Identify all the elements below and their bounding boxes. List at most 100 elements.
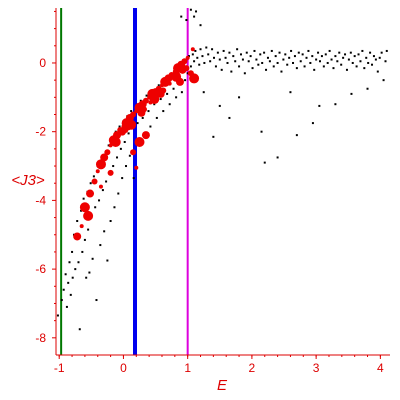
data-point xyxy=(185,19,188,22)
data-point xyxy=(334,103,337,106)
data-point xyxy=(311,122,314,125)
data-point xyxy=(295,134,298,137)
data-point xyxy=(315,58,318,61)
y-tick-label: -2 xyxy=(35,125,46,139)
y-tick-label: -6 xyxy=(35,262,46,276)
data-point xyxy=(280,70,283,73)
data-point xyxy=(195,10,198,13)
data-point xyxy=(128,154,131,157)
data-point xyxy=(145,94,148,97)
data-point xyxy=(168,103,171,106)
data-point xyxy=(303,65,306,68)
data-point xyxy=(363,67,366,70)
data-point xyxy=(357,53,360,56)
data-point xyxy=(172,87,175,90)
data-point xyxy=(284,53,287,56)
x-tick-label: 4 xyxy=(377,361,384,375)
data-point xyxy=(162,110,165,113)
data-point xyxy=(159,98,162,101)
data-point xyxy=(265,68,268,71)
data-point xyxy=(86,189,95,198)
data-point xyxy=(76,220,79,223)
data-point xyxy=(166,92,169,95)
data-point xyxy=(98,199,101,202)
data-point xyxy=(87,228,90,231)
data-point xyxy=(160,87,167,94)
data-point xyxy=(83,210,94,221)
data-point xyxy=(153,103,156,106)
data-point xyxy=(175,96,178,99)
data-point xyxy=(80,209,83,212)
data-point xyxy=(238,65,241,68)
data-point xyxy=(353,55,356,58)
data-point xyxy=(141,131,150,140)
data-point xyxy=(238,96,241,99)
data-point xyxy=(236,48,239,51)
data-point xyxy=(116,156,119,159)
data-point xyxy=(95,159,106,170)
data-point xyxy=(91,257,94,260)
data-point xyxy=(101,189,104,192)
x-tick-label: 3 xyxy=(313,361,320,375)
data-point xyxy=(193,60,196,63)
data-point xyxy=(181,58,188,65)
axes xyxy=(52,8,390,359)
data-point xyxy=(369,51,372,54)
data-point xyxy=(147,110,150,113)
data-point xyxy=(234,60,237,63)
data-point xyxy=(274,55,277,58)
data-point xyxy=(289,91,292,94)
data-point xyxy=(278,51,281,54)
data-point xyxy=(324,53,327,56)
data-point xyxy=(81,250,84,253)
data-point xyxy=(194,49,197,52)
data-point xyxy=(65,305,68,308)
data-point xyxy=(257,63,260,66)
data-point xyxy=(67,281,70,284)
data-point xyxy=(183,65,190,72)
data-point xyxy=(309,61,312,64)
data-point xyxy=(224,56,227,59)
data-point xyxy=(109,220,112,223)
data-point xyxy=(95,169,100,174)
data-point xyxy=(216,51,219,54)
data-point xyxy=(313,68,316,71)
data-point xyxy=(186,72,189,75)
data-point xyxy=(270,49,273,52)
data-point xyxy=(69,293,72,296)
data-point xyxy=(189,65,192,68)
data-point xyxy=(110,136,121,147)
data-point xyxy=(175,77,184,86)
data-point xyxy=(203,61,206,64)
data-point xyxy=(191,53,194,56)
data-point xyxy=(132,177,135,180)
data-point xyxy=(193,15,196,18)
data-point xyxy=(259,53,262,56)
data-point xyxy=(276,61,279,64)
data-point xyxy=(245,51,248,54)
data-point xyxy=(295,67,298,70)
x-tick-label: -1 xyxy=(54,361,65,375)
data-point xyxy=(91,178,98,185)
x-tick-label: 0 xyxy=(120,361,127,375)
data-point xyxy=(71,250,74,253)
data-point xyxy=(347,58,350,61)
data-point xyxy=(207,53,210,56)
data-point xyxy=(64,273,67,276)
data-point xyxy=(359,60,362,63)
data-point xyxy=(243,72,246,75)
data-point xyxy=(276,156,279,159)
data-point xyxy=(293,55,296,58)
data-point xyxy=(230,70,233,73)
y-tick-label: -8 xyxy=(35,331,46,345)
data-point xyxy=(155,116,158,119)
data-point xyxy=(94,206,97,209)
data-point xyxy=(349,51,352,54)
data-point xyxy=(266,56,269,59)
data-point xyxy=(60,299,63,302)
data-point xyxy=(92,175,95,178)
data-point xyxy=(220,68,223,71)
data-point xyxy=(127,132,130,135)
data-point xyxy=(88,271,91,274)
data-point xyxy=(99,244,102,247)
